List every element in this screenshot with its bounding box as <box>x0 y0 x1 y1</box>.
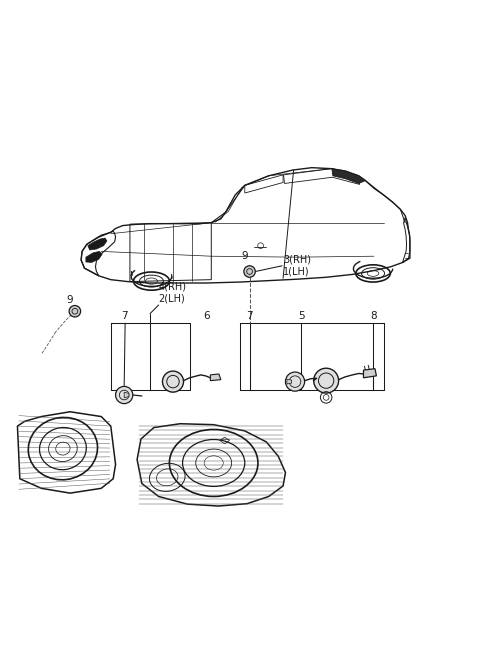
Circle shape <box>162 371 183 392</box>
Polygon shape <box>287 379 292 384</box>
Circle shape <box>244 266 255 277</box>
Polygon shape <box>124 392 129 398</box>
Text: 6: 6 <box>203 312 210 321</box>
Polygon shape <box>88 238 107 250</box>
Text: 7: 7 <box>121 312 128 321</box>
Polygon shape <box>363 369 376 378</box>
Text: 8: 8 <box>371 312 377 321</box>
Text: 4(RH)
2(LH): 4(RH) 2(LH) <box>158 281 187 303</box>
Text: 9: 9 <box>241 251 248 261</box>
Polygon shape <box>86 251 102 262</box>
Text: 5: 5 <box>298 312 305 321</box>
Polygon shape <box>332 169 365 184</box>
Circle shape <box>314 368 338 393</box>
Text: 9: 9 <box>67 295 73 305</box>
Polygon shape <box>210 374 221 380</box>
Circle shape <box>116 386 133 403</box>
Text: 3(RH)
1(LH): 3(RH) 1(LH) <box>283 255 311 277</box>
Text: 7: 7 <box>246 312 253 321</box>
Circle shape <box>286 372 305 391</box>
Circle shape <box>69 306 81 317</box>
